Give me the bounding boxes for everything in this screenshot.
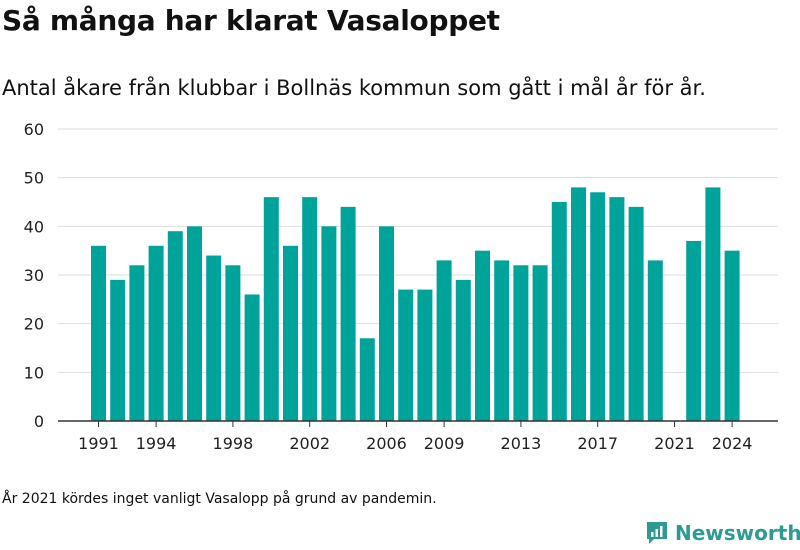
x-tick-label: 2006: [366, 434, 407, 453]
y-tick-label: 60: [24, 120, 44, 139]
y-tick-label: 50: [24, 169, 44, 188]
bar: [129, 265, 145, 421]
x-tick-label: 1998: [213, 434, 254, 453]
bar: [398, 289, 414, 421]
bar: [628, 206, 644, 421]
x-tick-label: 1994: [136, 434, 177, 453]
x-tick-label: 2021: [654, 434, 695, 453]
newsworthy-logo-icon: [647, 522, 667, 544]
x-tick-label: 2013: [501, 434, 542, 453]
bar: [455, 279, 471, 421]
x-tick-label: 2024: [712, 434, 753, 453]
bar: [686, 240, 702, 421]
bar: [225, 265, 241, 421]
bar: [571, 187, 586, 421]
x-tick-label: 2002: [289, 434, 330, 453]
bar: [244, 294, 260, 421]
chart-title: Så många har klarat Vasaloppet: [2, 4, 500, 37]
brand-name: Newsworthy: [675, 521, 800, 545]
y-axis: 0 10 20 30 40 50 60: [24, 120, 44, 431]
bar: [283, 245, 298, 421]
x-tick-label: 2017: [577, 434, 618, 453]
bar: [551, 202, 567, 421]
bar: [513, 265, 529, 421]
bar: [647, 260, 663, 421]
bar: [263, 197, 279, 421]
bar: [91, 245, 106, 421]
bar: [340, 206, 356, 421]
bar: [187, 226, 202, 421]
footnote: År 2021 kördes inget vanligt Vasalopp på…: [2, 491, 437, 507]
bar: [302, 197, 318, 421]
bar: [494, 260, 510, 421]
x-axis: 1991 1994 1998 2002 2006 2009 2013 2017 2021 2024: [78, 421, 752, 453]
y-tick-label: 20: [24, 315, 44, 334]
bar: [724, 250, 740, 421]
x-tick-label: 1991: [78, 434, 119, 453]
bar: [475, 250, 490, 421]
bar: [359, 338, 375, 421]
bar: [590, 192, 606, 421]
bar: [609, 197, 625, 421]
bar: [532, 265, 548, 421]
y-tick-label: 40: [24, 217, 44, 236]
y-tick-label: 30: [24, 266, 44, 285]
chart-subtitle: Antal åkare från klubbar i Bollnäs kommu…: [2, 76, 706, 100]
bars: [91, 187, 740, 421]
bar: [705, 187, 721, 421]
bar-chart: 0 10 20 30 40 50 60 1991 1994 1998 2002 2006 2009 20…: [24, 120, 778, 453]
bar: [417, 289, 433, 421]
bar: [167, 231, 183, 421]
bar: [206, 255, 222, 421]
y-tick-label: 0: [34, 412, 44, 431]
brand-logo: Newsworthy: [645, 520, 800, 546]
bar: [436, 260, 452, 421]
bar: [321, 226, 337, 421]
bar: [379, 226, 394, 421]
y-tick-label: 10: [24, 363, 44, 382]
x-tick-label: 2009: [424, 434, 465, 453]
bar: [148, 245, 164, 421]
bar: [110, 279, 126, 421]
